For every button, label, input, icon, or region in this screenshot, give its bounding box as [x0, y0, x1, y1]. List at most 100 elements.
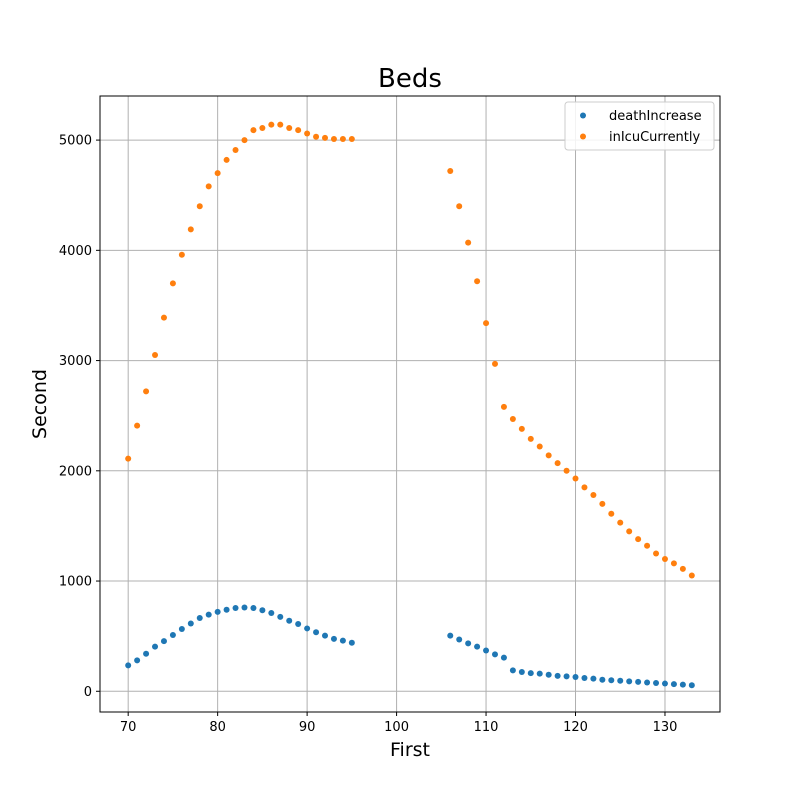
data-point-deathIncrease: [232, 605, 239, 612]
data-point-inIcuCurrently: [563, 467, 570, 474]
data-point-inIcuCurrently: [214, 170, 221, 177]
data-point-deathIncrease: [322, 632, 329, 639]
data-point-deathIncrease: [474, 643, 481, 650]
data-point-inIcuCurrently: [205, 183, 212, 190]
data-point-inIcuCurrently: [134, 422, 141, 429]
y-tick-label: 5000: [59, 134, 92, 149]
data-point-deathIncrease: [304, 625, 311, 632]
data-point-deathIncrease: [599, 676, 606, 683]
data-point-inIcuCurrently: [617, 519, 624, 526]
x-tick-label: 70: [120, 720, 137, 735]
data-point-deathIncrease: [644, 679, 651, 686]
data-point-inIcuCurrently: [330, 135, 337, 142]
data-point-deathIncrease: [169, 632, 176, 639]
data-point-deathIncrease: [661, 680, 668, 687]
data-point-deathIncrease: [277, 613, 284, 620]
data-point-deathIncrease: [205, 611, 212, 618]
data-point-deathIncrease: [259, 607, 266, 614]
data-point-inIcuCurrently: [679, 565, 686, 572]
data-point-deathIncrease: [626, 678, 633, 685]
data-point-inIcuCurrently: [223, 156, 230, 163]
x-tick-label: 130: [653, 720, 678, 735]
y-tick-label: 2000: [59, 464, 92, 479]
data-point-deathIncrease: [563, 673, 570, 680]
data-point-deathIncrease: [143, 650, 150, 657]
data-point-inIcuCurrently: [688, 572, 695, 579]
data-point-deathIncrease: [187, 620, 194, 627]
data-point-deathIncrease: [125, 662, 132, 669]
data-point-inIcuCurrently: [599, 500, 606, 507]
data-point-inIcuCurrently: [456, 203, 463, 210]
data-point-inIcuCurrently: [268, 121, 275, 128]
data-point-inIcuCurrently: [187, 226, 194, 233]
data-point-inIcuCurrently: [286, 124, 293, 131]
data-point-inIcuCurrently: [465, 239, 472, 246]
data-point-deathIncrease: [527, 670, 534, 677]
data-point-inIcuCurrently: [178, 251, 185, 258]
data-point-deathIncrease: [152, 643, 159, 650]
data-point-deathIncrease: [509, 667, 516, 674]
data-point-inIcuCurrently: [304, 130, 311, 137]
data-point-inIcuCurrently: [125, 455, 132, 462]
y-tick-label: 3000: [59, 354, 92, 369]
data-point-inIcuCurrently: [626, 528, 633, 535]
data-point-inIcuCurrently: [661, 555, 668, 562]
legend-box: [564, 101, 715, 151]
data-point-deathIncrease: [250, 605, 257, 612]
data-point-deathIncrease: [679, 681, 686, 688]
data-point-inIcuCurrently: [348, 135, 355, 142]
data-point-deathIncrease: [670, 681, 677, 688]
data-point-inIcuCurrently: [670, 560, 677, 567]
data-point-inIcuCurrently: [474, 278, 481, 285]
data-point-deathIncrease: [483, 647, 490, 654]
data-point-inIcuCurrently: [241, 137, 248, 144]
data-point-inIcuCurrently: [295, 127, 302, 134]
data-point-deathIncrease: [286, 617, 293, 624]
data-point-inIcuCurrently: [483, 320, 490, 327]
data-point-inIcuCurrently: [545, 452, 552, 459]
data-point-deathIncrease: [447, 632, 454, 639]
y-axis-label: Second: [29, 369, 51, 439]
series-inIcuCurrently: [125, 121, 695, 579]
data-point-inIcuCurrently: [590, 492, 597, 499]
x-tick-label: 110: [474, 720, 499, 735]
data-point-inIcuCurrently: [250, 127, 257, 134]
data-point-inIcuCurrently: [554, 460, 561, 467]
data-point-deathIncrease: [653, 680, 660, 687]
data-point-inIcuCurrently: [339, 135, 346, 142]
grid: [100, 96, 720, 712]
data-point-inIcuCurrently: [152, 352, 159, 359]
legend: deathIncrease inIcuCurrently: [564, 101, 715, 151]
data-point-deathIncrease: [590, 675, 597, 682]
y-tick-label: 0: [84, 685, 92, 700]
data-point-deathIncrease: [223, 606, 230, 613]
data-point-deathIncrease: [178, 625, 185, 632]
x-tick-label: 80: [209, 720, 226, 735]
data-point-deathIncrease: [134, 657, 141, 664]
x-axis-label: First: [390, 739, 430, 761]
plot-frame: [99, 95, 721, 713]
x-tick-label: 100: [384, 720, 409, 735]
data-point-deathIncrease: [196, 614, 203, 621]
data-point-inIcuCurrently: [536, 443, 543, 450]
data-point-inIcuCurrently: [196, 203, 203, 210]
data-point-deathIncrease: [572, 673, 579, 680]
data-point-deathIncrease: [518, 668, 525, 675]
data-point-deathIncrease: [545, 671, 552, 678]
data-point-inIcuCurrently: [518, 425, 525, 432]
axis-ticks: 70 80 90 100 110 120 130 0 1000 2000 3000 4000 5000: [59, 134, 677, 735]
legend-marker-deathIncrease: [580, 112, 586, 119]
chart-title: Beds: [378, 64, 442, 94]
data-point-inIcuCurrently: [608, 510, 615, 517]
data-point-deathIncrease: [465, 640, 472, 647]
data-point-inIcuCurrently: [572, 475, 579, 482]
data-point-inIcuCurrently: [500, 403, 507, 410]
y-tick-label: 1000: [59, 575, 92, 590]
data-point-inIcuCurrently: [277, 121, 284, 128]
data-point-inIcuCurrently: [322, 134, 329, 141]
data-point-deathIncrease: [635, 678, 642, 685]
series-deathIncrease: [125, 604, 695, 689]
data-point-deathIncrease: [348, 639, 355, 646]
legend-label-inIcuCurrently: inIcuCurrently: [609, 130, 701, 145]
